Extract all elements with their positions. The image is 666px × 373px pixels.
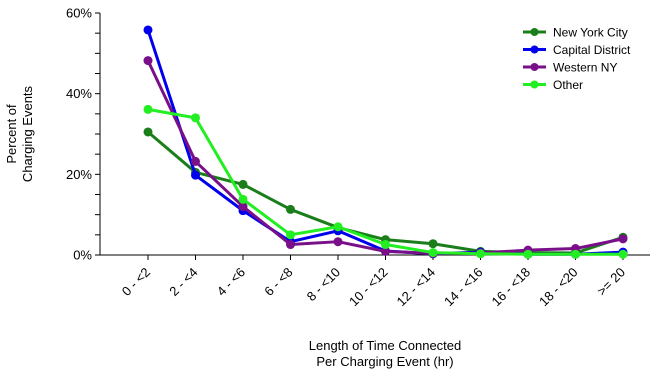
data-point xyxy=(381,240,390,250)
legend-item: New York City xyxy=(523,26,628,40)
data-point xyxy=(428,248,438,258)
legend-label: New York City xyxy=(553,26,628,40)
y-tick-label: 20% xyxy=(66,167,92,182)
y-axis-title: Percent of Charging Events xyxy=(4,85,35,182)
legend-label: Other xyxy=(553,78,583,92)
data-point xyxy=(191,113,200,123)
x-tick-label: 10 - <12 xyxy=(346,265,391,310)
y-tick-label: 40% xyxy=(66,86,92,101)
data-point xyxy=(238,202,248,212)
x-tick-label: 18 - <20 xyxy=(536,265,581,310)
data-point xyxy=(238,179,248,189)
legend-swatch-point xyxy=(530,63,539,71)
y-axis-title-line: Percent of xyxy=(4,104,19,164)
y-tick-label: 60% xyxy=(66,6,92,21)
legend: New York City Capital District Western NY O… xyxy=(515,20,655,98)
data-point xyxy=(571,249,580,259)
data-point xyxy=(618,234,628,244)
data-point xyxy=(143,127,153,137)
x-tick-label: 8 - <10 xyxy=(304,265,343,304)
x-tick-label: 12 - <14 xyxy=(394,265,439,310)
data-point xyxy=(238,194,248,204)
data-point xyxy=(523,249,533,259)
x-tick-label: 14 - <16 xyxy=(441,265,486,310)
y-tick-label: 0% xyxy=(73,248,92,263)
data-point xyxy=(381,246,390,256)
legend-swatch-point xyxy=(530,80,539,89)
legend-label: Western NY xyxy=(553,61,617,75)
x-tick-label: >= 20 xyxy=(594,265,628,299)
data-point xyxy=(143,104,153,114)
data-point xyxy=(428,239,438,249)
x-axis-title-line: Length of Time Connected xyxy=(309,338,462,353)
x-tick-label: 4 - <6 xyxy=(214,265,248,299)
series xyxy=(143,104,628,259)
series xyxy=(143,127,628,258)
data-point xyxy=(333,222,343,232)
legend-item: Western NY xyxy=(523,61,617,75)
y-ticks: 0% 20% 40% 60% xyxy=(66,6,100,263)
data-point xyxy=(191,156,200,166)
x-ticks: 0 - <2 2 - <4 4 - <6 6 - <8 8 - <10 10 - <12 1… xyxy=(119,255,628,309)
data-point xyxy=(618,249,628,259)
legend-swatch-point xyxy=(530,45,539,54)
series-layer xyxy=(143,25,628,259)
data-point xyxy=(191,170,200,180)
x-tick-label: 0 - <2 xyxy=(119,265,153,299)
data-point xyxy=(476,249,485,259)
data-point xyxy=(286,240,295,250)
legend-swatch-point xyxy=(530,28,539,36)
data-point xyxy=(143,56,153,66)
y-axis-title-line: Charging Events xyxy=(20,85,35,182)
data-point xyxy=(286,230,295,240)
series-line xyxy=(146,107,625,256)
x-axis-title-line: Per Charging Event (hr) xyxy=(316,354,453,369)
legend-item: Capital District xyxy=(523,43,631,57)
legend-label: Capital District xyxy=(553,43,631,57)
x-tick-label: 2 - <4 xyxy=(166,265,200,299)
data-point xyxy=(286,204,295,214)
legend-item: Other xyxy=(523,78,583,92)
x-tick-label: 6 - <8 xyxy=(261,265,295,299)
data-point xyxy=(143,25,153,35)
x-tick-label: 16 - <18 xyxy=(489,265,534,310)
data-point xyxy=(333,237,343,247)
